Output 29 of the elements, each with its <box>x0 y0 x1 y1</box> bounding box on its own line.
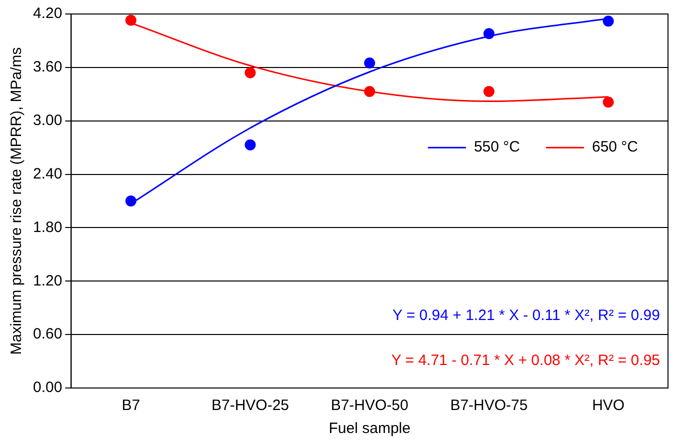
x-tick-label: HVO <box>592 397 625 414</box>
x-tick-label: B7-HVO-75 <box>450 397 528 414</box>
point <box>364 86 376 97</box>
x-tick-label: B7 <box>122 397 140 414</box>
legend-label: 650 °C <box>592 138 638 156</box>
y-axis-title: Maximum pressure rise rate (MPRR), MPa/ms <box>8 47 26 355</box>
y-tick-label: 0.00 <box>32 379 62 396</box>
point <box>125 196 136 206</box>
y-tick-label: 1.80 <box>32 218 62 236</box>
legend-label: 550 °C <box>474 138 520 156</box>
y-tick-label: 3.00 <box>32 112 62 129</box>
y-tick-label: 2.40 <box>32 165 62 182</box>
point <box>244 139 256 150</box>
point <box>483 86 494 97</box>
x-tick-label: B7-HVO-25 <box>211 397 289 414</box>
point <box>602 16 614 27</box>
x-axis-title: Fuel sample <box>328 420 410 438</box>
y-tick-label: 3.60 <box>32 58 62 76</box>
point <box>602 96 614 108</box>
y-tick-label: 4.20 <box>32 5 62 22</box>
annotation: Y = 0.94 + 1.21 * X - 0.11 * X², R² = 0.99 <box>392 307 660 324</box>
x-tick-label: B7-HVO-50 <box>330 397 408 414</box>
y-tick-label: 1.20 <box>32 272 62 290</box>
point <box>364 57 376 68</box>
point <box>483 28 494 40</box>
point <box>244 67 256 78</box>
y-tick-label: 0.60 <box>32 326 62 343</box>
annotation: Y = 4.71 - 0.71 * X + 0.08 * X², R² = 0.95 <box>391 352 660 370</box>
point <box>125 14 136 26</box>
